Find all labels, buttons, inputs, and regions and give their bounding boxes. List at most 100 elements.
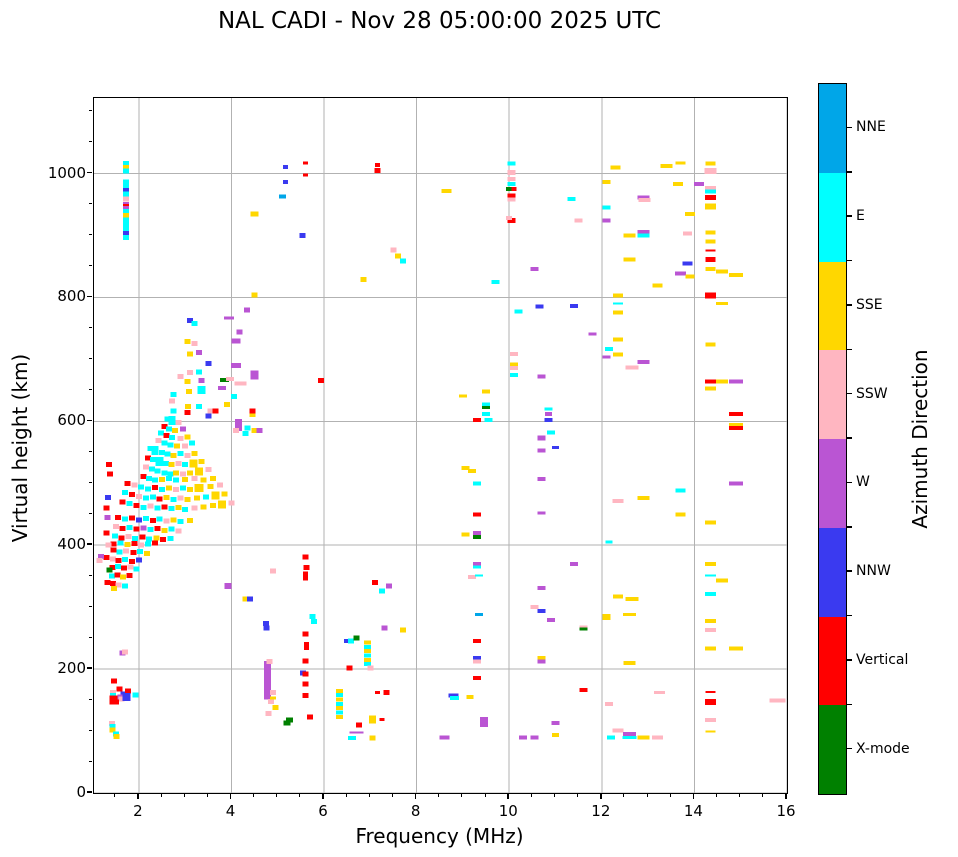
data-point	[128, 558, 135, 564]
x-tick-label: 10	[498, 802, 518, 820]
colorbar-segment-w	[819, 439, 846, 528]
colorbar-label-x-mode: X-mode	[856, 740, 910, 757]
data-point	[535, 304, 544, 309]
y-axis-label: Virtual height (km)	[8, 353, 32, 543]
data-point	[625, 597, 639, 602]
x-tick-label: 4	[225, 802, 236, 820]
data-point	[122, 191, 129, 197]
colorbar-tick	[847, 659, 852, 661]
data-point	[506, 187, 515, 192]
data-point	[136, 548, 143, 554]
data-point	[682, 231, 692, 236]
data-point	[507, 197, 516, 202]
data-point	[272, 705, 279, 711]
data-point	[374, 167, 381, 173]
data-point	[145, 455, 152, 461]
colorbar-boundary-tick	[847, 614, 852, 617]
data-point	[196, 369, 203, 375]
data-point	[184, 410, 191, 416]
data-point	[151, 445, 159, 455]
data-point	[303, 571, 309, 581]
data-point	[270, 568, 277, 574]
x-minor-tick	[554, 793, 556, 797]
data-point	[170, 452, 177, 458]
data-point	[131, 482, 138, 488]
data-point	[149, 517, 156, 523]
x-major-tick	[229, 793, 232, 799]
data-point	[107, 471, 114, 477]
data-point	[103, 530, 110, 536]
data-point	[705, 239, 716, 244]
x-minor-tick	[368, 793, 370, 797]
data-point	[552, 445, 560, 449]
data-point	[228, 500, 235, 506]
data-point	[509, 362, 518, 368]
data-point	[705, 717, 717, 722]
data-point	[716, 578, 729, 583]
y-minor-tick	[88, 357, 92, 359]
data-point	[303, 642, 309, 651]
data-point	[126, 501, 133, 507]
data-point	[122, 179, 129, 185]
x-minor-tick	[623, 793, 625, 797]
data-point	[637, 233, 650, 238]
data-point	[242, 431, 249, 437]
data-point	[122, 692, 131, 701]
data-point	[506, 216, 513, 221]
data-point	[161, 470, 168, 476]
data-point	[233, 428, 240, 434]
data-point	[482, 389, 491, 394]
data-point	[158, 430, 165, 436]
data-point	[138, 542, 145, 548]
x-minor-tick	[345, 793, 347, 797]
data-point	[177, 436, 184, 442]
data-point	[249, 412, 256, 418]
data-point	[570, 561, 579, 566]
data-point	[472, 535, 481, 540]
x-minor-tick	[646, 793, 648, 797]
data-point	[509, 372, 518, 377]
data-point	[231, 338, 241, 344]
data-point	[122, 187, 129, 193]
data-point	[124, 688, 131, 694]
colorbar-label-nnw: NNW	[856, 563, 891, 580]
y-minor-tick	[88, 203, 92, 205]
x-minor-tick	[716, 793, 718, 797]
colorbar-label-w: W	[856, 474, 870, 491]
x-minor-tick	[461, 793, 463, 797]
data-point	[371, 579, 378, 585]
y-major-tick	[86, 667, 92, 669]
data-point	[122, 217, 129, 223]
data-point	[131, 540, 138, 546]
data-point	[613, 337, 624, 342]
data-point	[170, 496, 177, 502]
x-major-tick	[137, 793, 139, 799]
y-tick-label: 200	[57, 659, 86, 678]
data-point	[705, 691, 716, 694]
data-point	[182, 477, 189, 483]
data-point	[186, 486, 193, 492]
x-major-tick	[600, 793, 602, 799]
data-point	[472, 530, 481, 535]
data-point	[161, 440, 168, 446]
data-point	[182, 462, 189, 468]
data-point	[170, 408, 177, 414]
data-point	[705, 195, 717, 201]
y-tick-label: 1000	[47, 163, 86, 182]
scatter-canvas	[94, 98, 787, 793]
data-point	[364, 644, 372, 649]
colorbar-boundary-tick	[847, 437, 852, 439]
data-point	[104, 579, 111, 585]
data-point	[191, 505, 198, 511]
x-tick-label: 2	[133, 802, 143, 820]
data-point	[175, 528, 182, 534]
data-point	[156, 516, 163, 522]
x-tick-label: 12	[591, 802, 611, 820]
data-point	[472, 481, 481, 486]
data-point	[113, 734, 120, 740]
data-point	[175, 460, 182, 466]
data-point	[267, 698, 274, 704]
data-point	[623, 732, 637, 737]
y-minor-tick	[88, 481, 92, 483]
x-minor-tick	[438, 793, 440, 797]
